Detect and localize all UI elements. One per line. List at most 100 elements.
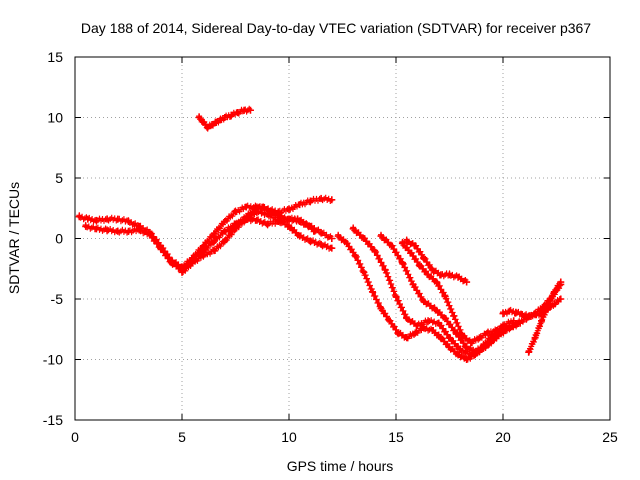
data-point [125,227,132,235]
data-point [493,326,501,334]
y-tick-label: -15 [43,412,63,428]
data-point [428,266,436,274]
data-point [454,273,462,281]
data-point [516,319,524,327]
data-point [377,232,385,240]
data-point [531,334,539,342]
data-point [189,259,197,267]
data-point [225,227,233,235]
data-point [495,331,503,339]
data-point [550,288,558,296]
data-point [285,215,293,223]
data-point [349,225,357,233]
data-point [343,239,351,247]
data-point [195,114,203,121]
x-tick-label: 5 [178,429,186,445]
data-point [431,305,439,313]
y-tick-label: -5 [51,291,64,307]
data-points [75,105,565,363]
series-arc-9 [398,238,509,347]
data-point [437,271,445,279]
data-point [394,329,402,337]
data-point [328,235,336,242]
data-point [208,121,216,129]
data-point [424,317,432,325]
data-point [157,244,165,252]
data-point [351,251,359,259]
data-point [557,278,565,286]
data-point [435,319,443,327]
gridlines [75,57,610,420]
data-point [420,254,428,262]
data-point [518,311,526,319]
data-point [114,227,122,235]
data-point [450,312,458,320]
data-point [441,293,449,301]
data-point [210,230,218,238]
axis-ticks: 0 5 10 15 20 25 -15 -10 -5 0 5 10 15 [43,49,618,445]
data-point [221,237,229,245]
series-arc-4 [225,203,319,235]
data-point [505,324,513,332]
data-point [125,218,132,226]
data-point [212,118,220,126]
data-point [446,334,453,342]
series-arc-10 [403,236,471,286]
data-point [413,322,421,330]
data-point [167,259,175,267]
data-point [544,302,552,310]
data-point [234,109,242,117]
y-tick-label: 5 [55,170,63,186]
x-tick-label: 15 [388,429,404,445]
data-point [499,310,507,318]
data-point [510,317,518,325]
data-point [505,307,513,315]
data-point [463,278,471,286]
data-point [146,231,154,239]
data-point [437,334,445,342]
data-point [210,247,218,255]
data-point [317,195,325,203]
data-point [276,213,284,221]
data-point [92,225,100,233]
data-point [411,329,419,337]
data-point [227,111,235,119]
data-point [328,244,336,252]
data-point [386,317,394,325]
data-point [467,339,475,347]
data-point [420,297,428,305]
data-point [317,228,325,236]
data-point [221,114,229,121]
data-point [82,222,90,230]
data-point [217,116,225,124]
data-point [253,216,261,224]
data-point [360,235,368,242]
data-point [377,305,385,313]
data-point [557,295,565,303]
data-point [259,203,267,211]
data-point [285,222,293,230]
data-point [538,317,546,325]
data-point [458,331,466,339]
series-arc-5 [195,105,254,132]
data-point [525,348,533,356]
data-point [409,280,417,288]
y-tick-label: 0 [55,231,63,247]
data-point [317,241,325,249]
data-point [381,266,389,274]
data-point [473,348,481,356]
data-point [433,278,441,286]
data-point [463,356,471,363]
data-point [302,220,310,228]
data-point [484,329,492,337]
data-point [242,213,250,221]
data-point [210,237,218,245]
data-point [240,106,248,114]
data-point [416,261,424,269]
data-point [296,232,304,240]
data-point [232,208,239,216]
chart-title: Day 188 of 2014, Sidereal Day-to-day VTE… [81,20,591,36]
data-point [204,123,212,131]
data-point [251,205,259,213]
data-point [446,343,453,351]
